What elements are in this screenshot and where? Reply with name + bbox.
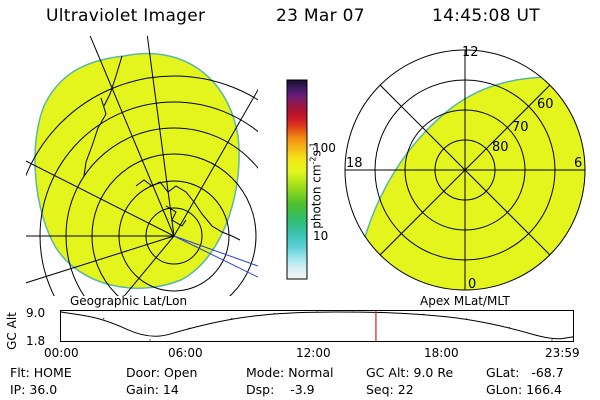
meridian-line: [26, 235, 175, 284]
altitude-point: [316, 311, 318, 313]
lat-circle: [26, 75, 258, 296]
altitude-series-line-0: [60, 311, 574, 340]
meridian-line: [89, 36, 175, 237]
altitude-point: [231, 318, 233, 320]
image-date: 23 Mar 07: [276, 6, 365, 26]
altitude-point: [60, 311, 62, 313]
x-tick-label: 00:00: [44, 346, 79, 360]
mlt-label-6: 6: [574, 156, 583, 171]
sequence-number: Seq: 22: [366, 382, 414, 397]
coastline: [135, 179, 241, 241]
chart-frame: [60, 310, 574, 342]
x-tick-label: 12:00: [296, 346, 331, 360]
mlat-label-70: 70: [512, 120, 529, 135]
aurora-oval-geographic: [34, 52, 240, 289]
altitude-point: [103, 318, 105, 320]
altitude-point: [423, 313, 425, 315]
gain-value: Gain: 14: [126, 382, 179, 397]
altitude-point: [149, 339, 151, 341]
terminator-line: [173, 235, 258, 267]
meridian-line: [123, 235, 175, 296]
colorbar-tick-100: 100: [313, 141, 336, 155]
mode-value: Mode: Normal: [246, 365, 334, 380]
altitude-point: [508, 326, 510, 329]
altitude-point: [380, 311, 382, 313]
image-time: 14:45:08 UT: [432, 6, 540, 26]
gc-altitude: GC Alt: 9.0 Re: [366, 365, 454, 380]
altitude-chart: [60, 310, 574, 342]
coastline: [103, 55, 123, 107]
mlat-label-80: 80: [492, 140, 509, 155]
magnetic-polar-plot: [344, 49, 586, 291]
ip-value: IP: 36.0: [10, 382, 58, 397]
x-tick-label: 23:59: [545, 346, 580, 360]
y-tick-min: 1.8: [26, 334, 46, 348]
intensity-colorbar: [286, 79, 308, 280]
mlt-label-0: 0: [468, 277, 477, 292]
x-tick-label: 18:00: [424, 346, 459, 360]
mlat-label-60: 60: [537, 97, 554, 112]
terminator-line: [173, 235, 258, 278]
colorbar-tick-10: 10: [313, 229, 329, 243]
altitude-point: [188, 327, 190, 329]
geographic-longitude: GLon: 166.4: [486, 382, 562, 397]
altitude-point: [551, 339, 553, 341]
dsp-value: Dsp: -3.9: [246, 382, 315, 397]
x-tick-label: 06:00: [168, 346, 203, 360]
altitude-point: [572, 336, 574, 338]
y-axis-label: GC Alt: [5, 312, 19, 350]
coastline: [83, 97, 107, 177]
mlt-diagonal: [379, 84, 551, 256]
left-panel-caption: Geographic Lat/Lon: [70, 294, 188, 308]
meridian-line: [173, 88, 258, 237]
right-panel-caption: Apex MLat/MLT: [420, 294, 510, 308]
geographic-map: [26, 36, 258, 296]
altitude-point: [273, 312, 276, 315]
geographic-latitude: GLat: -68.7: [486, 365, 564, 380]
mlt-label-18: 18: [346, 156, 363, 171]
instrument-title: Ultraviolet Imager: [46, 6, 206, 26]
mlt-label-12: 12: [462, 45, 479, 60]
meridian-line: [146, 36, 175, 237]
altitude-point: [352, 311, 354, 313]
flight-status: Flt: HOME: [10, 365, 72, 380]
coastline: [165, 205, 187, 227]
door-status: Door: Open: [126, 365, 198, 380]
meridian-line: [26, 160, 175, 237]
y-tick-max: 9.0: [26, 306, 46, 320]
aurora-oval-magnetic: [359, 76, 585, 290]
altitude-point: [466, 318, 468, 320]
